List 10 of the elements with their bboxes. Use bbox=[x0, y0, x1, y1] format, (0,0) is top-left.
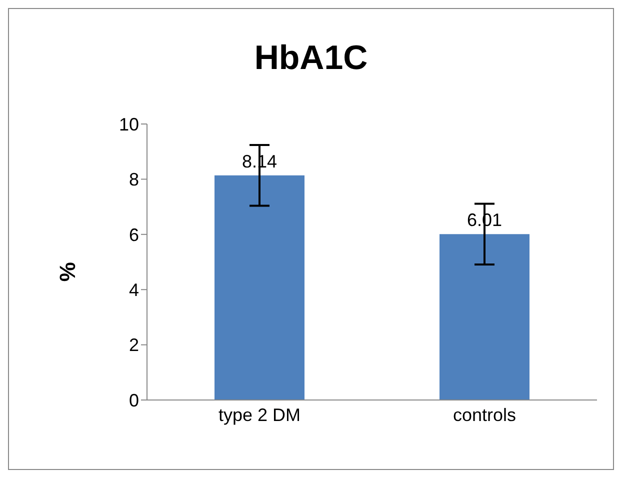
y-tick-label: 0 bbox=[128, 390, 139, 410]
y-tick-label: 4 bbox=[128, 280, 139, 300]
y-axis-title: % bbox=[54, 262, 80, 282]
x-tick-label: type 2 DM bbox=[218, 404, 301, 425]
x-tick-label: controls bbox=[452, 404, 516, 425]
y-tick-label: 6 bbox=[128, 224, 139, 245]
y-tick-label: 2 bbox=[128, 335, 139, 356]
y-tick-label: 8 bbox=[128, 170, 139, 190]
chart-title: HbA1C bbox=[253, 39, 369, 78]
y-tick-label: 10 bbox=[118, 114, 139, 134]
